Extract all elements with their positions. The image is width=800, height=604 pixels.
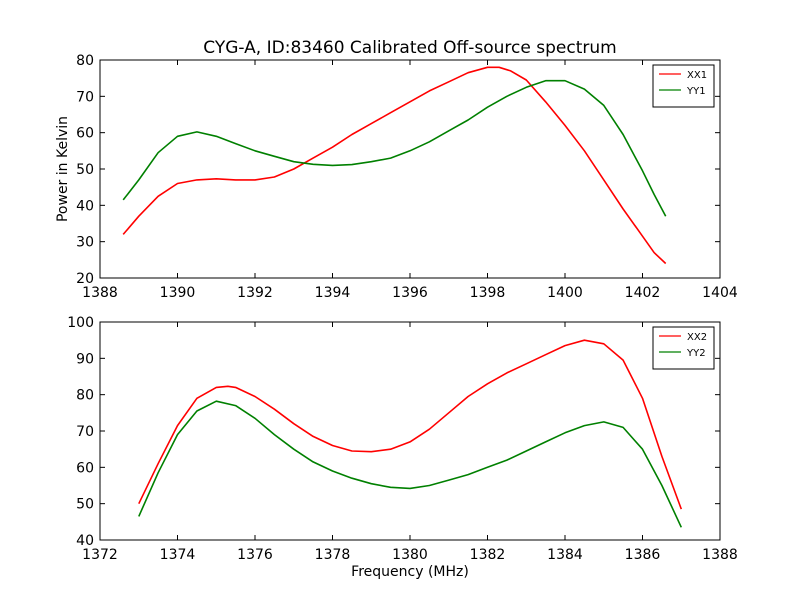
bottom-panel: 1372 1374 1376 1378 1380 1382 1384 1386 1388 40 50…: [67, 315, 738, 563]
y-tick-label: 50: [76, 162, 94, 178]
x-tick-label: 1384: [547, 547, 583, 563]
legend-box: [652, 326, 715, 370]
x-tick-label: 1400: [547, 285, 583, 301]
x-tick-label: 1380: [392, 547, 428, 563]
y-tick-label: 60: [76, 460, 94, 476]
series-line-yy2: [138, 400, 683, 528]
y-tick-label: 60: [76, 126, 94, 142]
y-tick-label: 40: [76, 533, 94, 549]
chart-title: CYG-A, ID:83460 Calibrated Off-source sp…: [203, 38, 616, 58]
x-tick-label: 1394: [315, 285, 351, 301]
y-tick-label: 70: [76, 89, 94, 105]
legend-label: XX2: [687, 332, 707, 343]
x-tick-label: 1374: [160, 547, 196, 563]
legend-box: [652, 64, 715, 108]
y-tick-label: 30: [76, 235, 94, 251]
x-tick-label: 1386: [625, 547, 661, 563]
y-tick-label: 20: [76, 271, 94, 287]
x-tick-label: 1390: [160, 285, 196, 301]
x-tick-label: 1388: [82, 285, 118, 301]
y-tick-label: 40: [76, 198, 94, 214]
plot-frame: [99, 59, 721, 279]
x-tick-label: 1404: [702, 285, 738, 301]
x-tick-label: 1376: [237, 547, 273, 563]
x-tick-label: 1398: [470, 285, 506, 301]
y-tick-label: 100: [67, 315, 94, 331]
x-tick-label: 1392: [237, 285, 273, 301]
legend-label: YY1: [686, 86, 706, 97]
x-tick-label: 1388: [702, 547, 738, 563]
x-tick-label: 1378: [315, 547, 351, 563]
y-tick-label: 80: [76, 53, 94, 69]
x-tick-label: 1382: [470, 547, 506, 563]
y-tick-label: 90: [76, 351, 94, 367]
series-group: [122, 66, 667, 265]
y-tick-label: 50: [76, 497, 94, 513]
legend-label: XX1: [687, 70, 707, 81]
y-tick-label: 80: [76, 388, 94, 404]
y-axis-label: Power in Kelvin: [55, 116, 71, 222]
legend-label: YY2: [686, 348, 706, 359]
series-line-xx1: [122, 66, 667, 265]
series-line-xx2: [138, 339, 683, 510]
x-tick-label: 1402: [625, 285, 661, 301]
y-tick-label: 70: [76, 424, 94, 440]
top-panel: 1388 1390 1392 1394 1396 1398 1400 1402 1404 20 30…: [76, 53, 738, 301]
x-axis-label: Frequency (MHz): [351, 564, 469, 580]
series-line-yy1: [122, 79, 667, 217]
x-tick-label: 1396: [392, 285, 428, 301]
series-group: [138, 339, 683, 528]
x-tick-label: 1372: [82, 547, 118, 563]
